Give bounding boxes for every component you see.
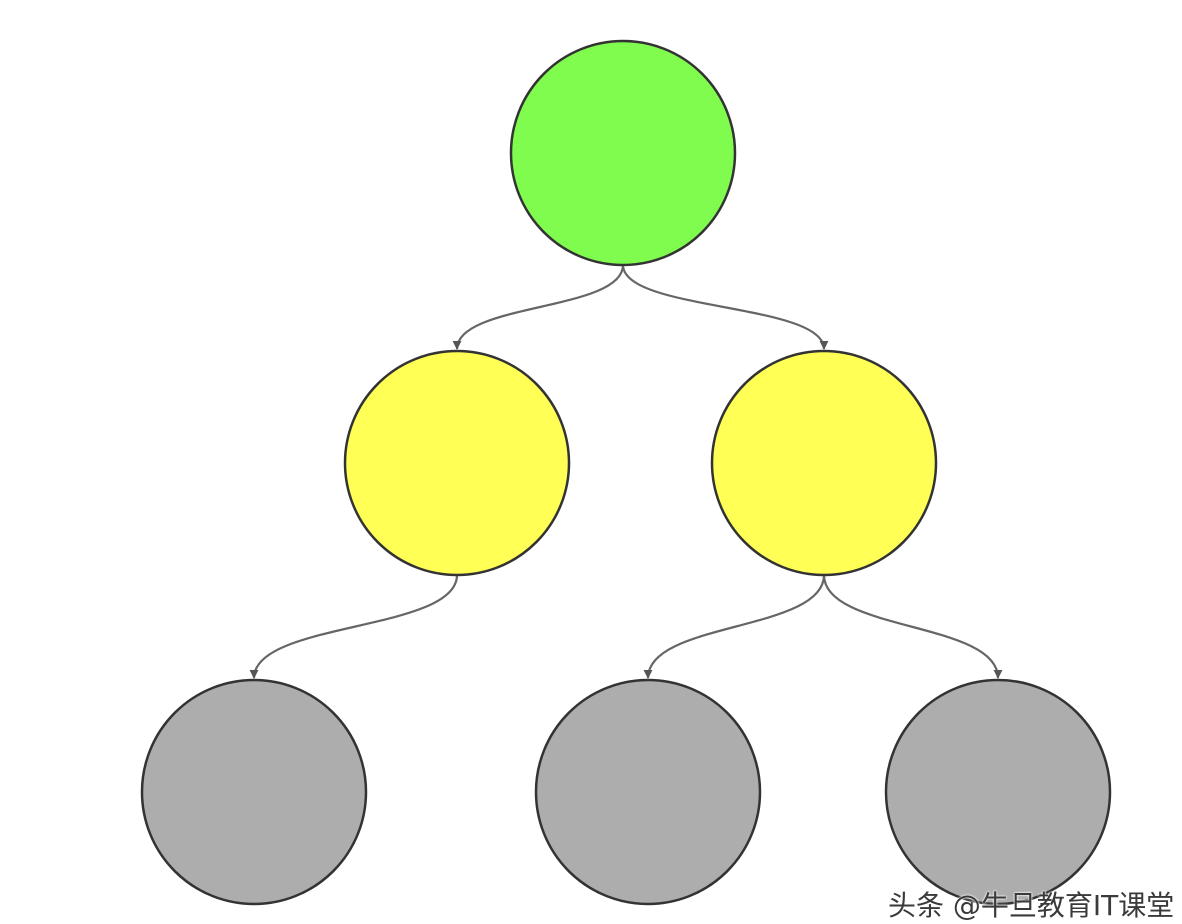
node-left-child (343, 349, 571, 577)
edge-root-to-left-child (452, 264, 625, 350)
edge-right-child-to-middle-leaf (643, 574, 826, 679)
edge-right-child-to-right-leaf (822, 574, 1003, 679)
watermark-text: 头条 @牛旦教育IT课堂 (888, 889, 1175, 922)
node-middle-leaf (534, 678, 762, 906)
node-root (509, 39, 737, 267)
node-right-leaf (884, 678, 1112, 906)
node-left-leaf (140, 678, 368, 906)
nodes (140, 39, 1112, 906)
edges (249, 264, 1003, 679)
node-right-child (710, 349, 938, 577)
edge-root-to-right-child (621, 264, 829, 350)
edge-left-child-to-left-leaf (249, 574, 459, 679)
